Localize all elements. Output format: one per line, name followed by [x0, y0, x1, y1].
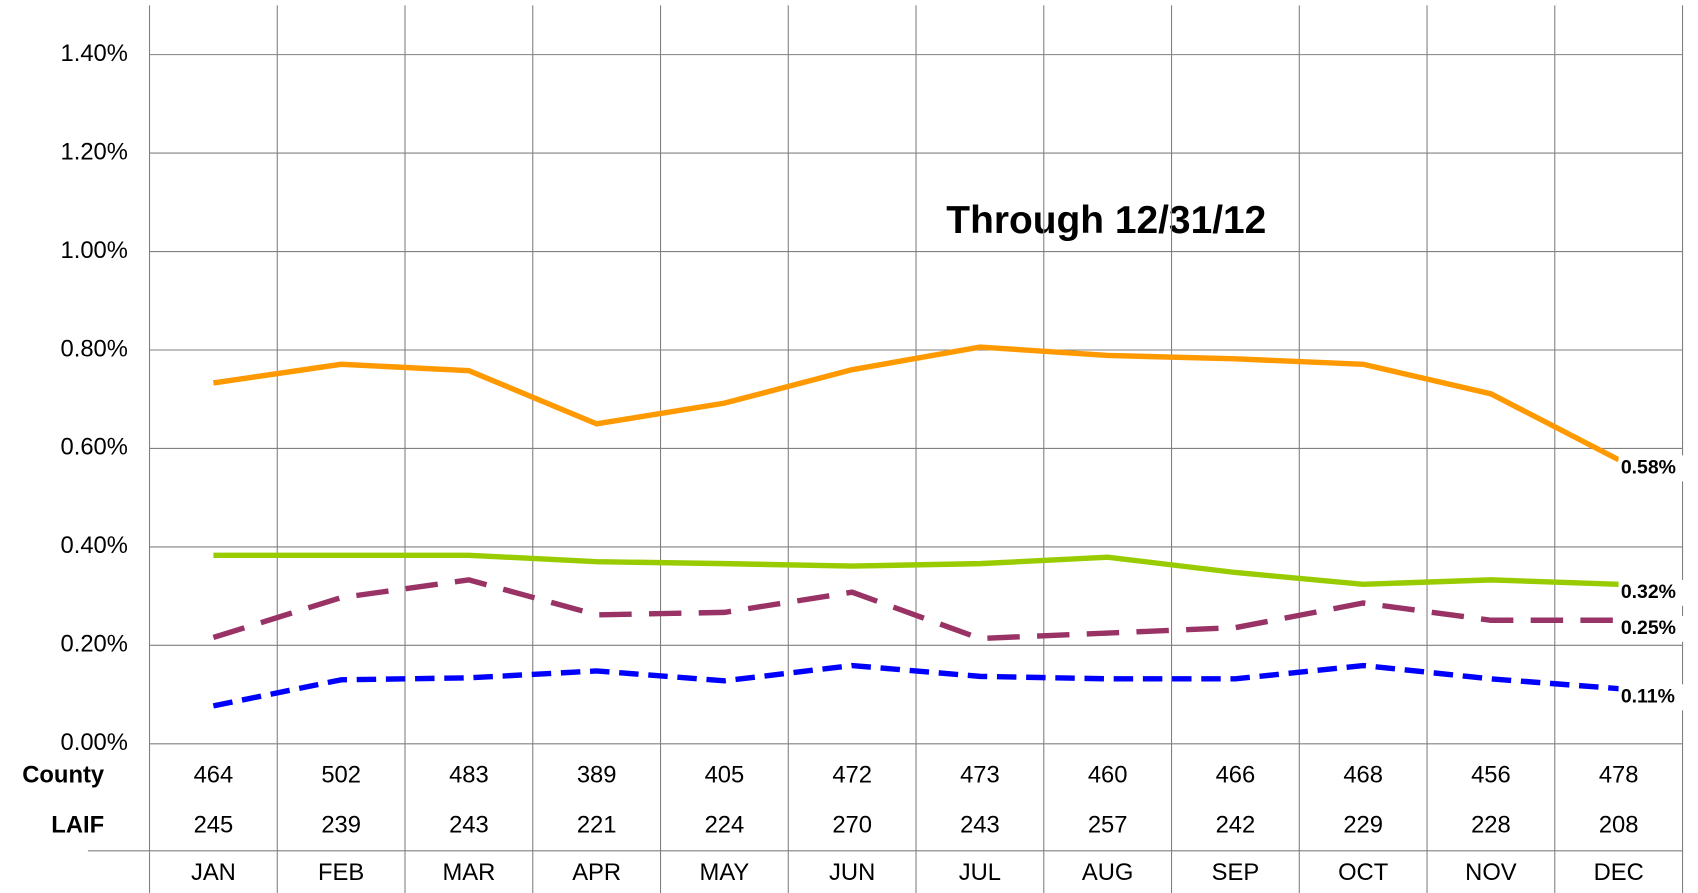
y-tick-label: 0.40%	[61, 532, 128, 559]
value-label: 0.58%	[1621, 457, 1676, 479]
table-cell: 466	[1216, 762, 1256, 789]
table-cell: 208	[1599, 811, 1639, 838]
label-bg	[1618, 455, 1688, 482]
series-line	[212, 662, 1619, 709]
x-tick-label: NOV	[1465, 859, 1517, 886]
y-tick-label: 0.00%	[61, 729, 128, 756]
x-tick-label: JAN	[191, 859, 236, 886]
lines	[212, 344, 1620, 709]
table-cell: 224	[705, 811, 745, 838]
table-cell: 502	[321, 762, 361, 789]
label-bg	[1618, 615, 1688, 642]
value-label: 0.11%	[1621, 685, 1675, 707]
table-cell: 483	[449, 762, 489, 789]
table-cell: 456	[1471, 762, 1511, 789]
table-cell: 389	[577, 762, 617, 789]
annotation: Through 12/31/12	[946, 199, 1266, 242]
table-cell: 270	[832, 811, 872, 838]
x-tick-label: FEB	[318, 859, 364, 886]
y-tick-label: 0.20%	[61, 631, 128, 658]
table-cell: 473	[960, 762, 1000, 789]
table-cell: 243	[960, 811, 1000, 838]
table-cell: 460	[1088, 762, 1128, 789]
x-tick-label: DEC	[1594, 859, 1644, 886]
y-tick-label: 0.60%	[61, 434, 128, 461]
labels: 0.00% 0.20% 0.40% 0.60% 0.80% 1.00% 1.20% 1.40%…	[22, 40, 1688, 886]
x-tick-label: SEP	[1212, 859, 1260, 886]
table-cell: 229	[1343, 811, 1383, 838]
table-cell: 405	[705, 762, 745, 789]
table-cell: 468	[1343, 762, 1383, 789]
x-tick-label: OCT	[1338, 859, 1388, 886]
table-cell: 478	[1599, 762, 1639, 789]
x-tick-label: MAY	[700, 859, 750, 886]
table-cell: 245	[194, 811, 234, 838]
table-cell: 257	[1088, 811, 1128, 838]
grid	[87, 5, 1684, 893]
value-label: 0.32%	[1621, 581, 1676, 603]
x-tick-label: JUN	[829, 859, 875, 886]
table-cell: 464	[194, 762, 234, 789]
x-tick-label: MAR	[442, 859, 495, 886]
series-line	[212, 577, 1619, 642]
y-tick-label: 1.20%	[61, 138, 128, 165]
label-bg	[1618, 684, 1688, 711]
row-label: LAIF	[51, 811, 104, 838]
table-cell: 243	[449, 811, 489, 838]
table-cell: 242	[1216, 811, 1256, 838]
label-bg	[1618, 579, 1688, 606]
y-tick-label: 1.40%	[61, 40, 128, 67]
series-line	[213, 344, 1620, 463]
y-tick-label: 0.80%	[61, 335, 128, 362]
series-line	[213, 552, 1619, 588]
row-label: County	[22, 762, 105, 789]
table-cell: 228	[1471, 811, 1511, 838]
x-tick-label: AUG	[1082, 859, 1134, 886]
x-tick-label: APR	[572, 859, 621, 886]
x-tick-label: JUL	[959, 859, 1001, 886]
table-cell: 221	[577, 811, 617, 838]
table-cell: 239	[321, 811, 361, 838]
value-label: 0.25%	[1621, 617, 1676, 639]
table-cell: 472	[832, 762, 872, 789]
y-tick-label: 1.00%	[61, 237, 128, 264]
